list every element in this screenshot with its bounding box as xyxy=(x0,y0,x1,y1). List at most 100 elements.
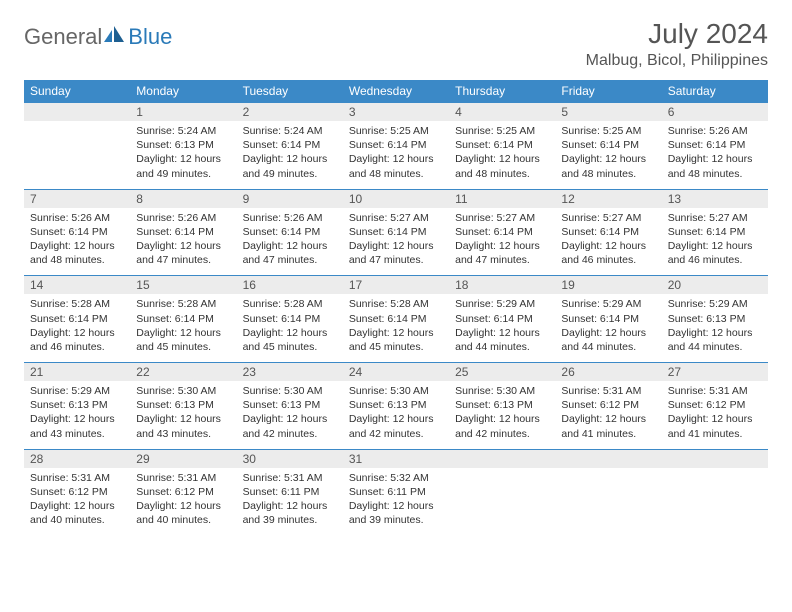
calendar-cell: 3Sunrise: 5:25 AMSunset: 6:14 PMDaylight… xyxy=(343,103,449,190)
weekday-thursday: Thursday xyxy=(449,80,555,103)
calendar-cell: 9Sunrise: 5:26 AMSunset: 6:14 PMDaylight… xyxy=(237,189,343,276)
calendar-cell: 8Sunrise: 5:26 AMSunset: 6:14 PMDaylight… xyxy=(130,189,236,276)
day-details: Sunrise: 5:30 AMSunset: 6:13 PMDaylight:… xyxy=(449,381,555,449)
weekday-saturday: Saturday xyxy=(662,80,768,103)
day-number: 1 xyxy=(130,103,236,121)
day-number: 18 xyxy=(449,276,555,294)
day-number: 10 xyxy=(343,190,449,208)
table-row: 1Sunrise: 5:24 AMSunset: 6:13 PMDaylight… xyxy=(24,103,768,190)
day-details: Sunrise: 5:24 AMSunset: 6:14 PMDaylight:… xyxy=(237,121,343,189)
day-number: 11 xyxy=(449,190,555,208)
day-number: 14 xyxy=(24,276,130,294)
day-number: 30 xyxy=(237,450,343,468)
weekday-wednesday: Wednesday xyxy=(343,80,449,103)
day-number: 7 xyxy=(24,190,130,208)
day-details: Sunrise: 5:25 AMSunset: 6:14 PMDaylight:… xyxy=(343,121,449,189)
weekday-friday: Friday xyxy=(555,80,661,103)
calendar-cell: 26Sunrise: 5:31 AMSunset: 6:12 PMDayligh… xyxy=(555,363,661,450)
table-row: 7Sunrise: 5:26 AMSunset: 6:14 PMDaylight… xyxy=(24,189,768,276)
sails-icon xyxy=(104,26,126,49)
day-details: Sunrise: 5:29 AMSunset: 6:13 PMDaylight:… xyxy=(662,294,768,362)
calendar-cell xyxy=(555,449,661,535)
day-number: 13 xyxy=(662,190,768,208)
empty-day xyxy=(24,103,130,121)
day-details: Sunrise: 5:29 AMSunset: 6:13 PMDaylight:… xyxy=(24,381,130,449)
day-details: Sunrise: 5:25 AMSunset: 6:14 PMDaylight:… xyxy=(449,121,555,189)
calendar-cell: 15Sunrise: 5:28 AMSunset: 6:14 PMDayligh… xyxy=(130,276,236,363)
day-details: Sunrise: 5:28 AMSunset: 6:14 PMDaylight:… xyxy=(130,294,236,362)
logo-word2: Blue xyxy=(128,24,172,49)
day-number: 17 xyxy=(343,276,449,294)
day-number: 26 xyxy=(555,363,661,381)
header: General Blue July 2024 Malbug, Bicol, Ph… xyxy=(24,18,768,70)
calendar-cell: 4Sunrise: 5:25 AMSunset: 6:14 PMDaylight… xyxy=(449,103,555,190)
calendar-cell: 31Sunrise: 5:32 AMSunset: 6:11 PMDayligh… xyxy=(343,449,449,535)
calendar-cell: 28Sunrise: 5:31 AMSunset: 6:12 PMDayligh… xyxy=(24,449,130,535)
day-details: Sunrise: 5:28 AMSunset: 6:14 PMDaylight:… xyxy=(237,294,343,362)
day-details: Sunrise: 5:31 AMSunset: 6:11 PMDaylight:… xyxy=(237,468,343,536)
calendar-cell: 10Sunrise: 5:27 AMSunset: 6:14 PMDayligh… xyxy=(343,189,449,276)
day-details: Sunrise: 5:27 AMSunset: 6:14 PMDaylight:… xyxy=(662,208,768,276)
calendar-cell: 13Sunrise: 5:27 AMSunset: 6:14 PMDayligh… xyxy=(662,189,768,276)
empty-day xyxy=(449,450,555,468)
day-details: Sunrise: 5:27 AMSunset: 6:14 PMDaylight:… xyxy=(343,208,449,276)
logo: General Blue xyxy=(24,18,172,50)
calendar-cell: 6Sunrise: 5:26 AMSunset: 6:14 PMDaylight… xyxy=(662,103,768,190)
day-details: Sunrise: 5:31 AMSunset: 6:12 PMDaylight:… xyxy=(130,468,236,536)
weekday-monday: Monday xyxy=(130,80,236,103)
day-number: 20 xyxy=(662,276,768,294)
calendar-cell xyxy=(662,449,768,535)
day-number: 9 xyxy=(237,190,343,208)
calendar-cell: 23Sunrise: 5:30 AMSunset: 6:13 PMDayligh… xyxy=(237,363,343,450)
calendar-cell: 17Sunrise: 5:28 AMSunset: 6:14 PMDayligh… xyxy=(343,276,449,363)
day-number: 24 xyxy=(343,363,449,381)
title-block: July 2024 Malbug, Bicol, Philippines xyxy=(586,18,768,70)
table-row: 14Sunrise: 5:28 AMSunset: 6:14 PMDayligh… xyxy=(24,276,768,363)
day-number: 25 xyxy=(449,363,555,381)
day-number: 2 xyxy=(237,103,343,121)
day-number: 21 xyxy=(24,363,130,381)
day-details: Sunrise: 5:24 AMSunset: 6:13 PMDaylight:… xyxy=(130,121,236,189)
weekday-tuesday: Tuesday xyxy=(237,80,343,103)
day-details: Sunrise: 5:31 AMSunset: 6:12 PMDaylight:… xyxy=(555,381,661,449)
day-details: Sunrise: 5:27 AMSunset: 6:14 PMDaylight:… xyxy=(449,208,555,276)
weekday-header-row: SundayMondayTuesdayWednesdayThursdayFrid… xyxy=(24,80,768,103)
day-details: Sunrise: 5:30 AMSunset: 6:13 PMDaylight:… xyxy=(130,381,236,449)
day-details: Sunrise: 5:26 AMSunset: 6:14 PMDaylight:… xyxy=(130,208,236,276)
day-number: 3 xyxy=(343,103,449,121)
day-details: Sunrise: 5:30 AMSunset: 6:13 PMDaylight:… xyxy=(237,381,343,449)
calendar-cell: 29Sunrise: 5:31 AMSunset: 6:12 PMDayligh… xyxy=(130,449,236,535)
day-details: Sunrise: 5:31 AMSunset: 6:12 PMDaylight:… xyxy=(662,381,768,449)
day-number: 16 xyxy=(237,276,343,294)
calendar-cell: 30Sunrise: 5:31 AMSunset: 6:11 PMDayligh… xyxy=(237,449,343,535)
day-details: Sunrise: 5:26 AMSunset: 6:14 PMDaylight:… xyxy=(662,121,768,189)
day-number: 15 xyxy=(130,276,236,294)
calendar-cell: 12Sunrise: 5:27 AMSunset: 6:14 PMDayligh… xyxy=(555,189,661,276)
day-details: Sunrise: 5:26 AMSunset: 6:14 PMDaylight:… xyxy=(237,208,343,276)
day-number: 23 xyxy=(237,363,343,381)
day-details: Sunrise: 5:28 AMSunset: 6:14 PMDaylight:… xyxy=(24,294,130,362)
day-details: Sunrise: 5:29 AMSunset: 6:14 PMDaylight:… xyxy=(555,294,661,362)
calendar-cell: 5Sunrise: 5:25 AMSunset: 6:14 PMDaylight… xyxy=(555,103,661,190)
calendar-cell: 24Sunrise: 5:30 AMSunset: 6:13 PMDayligh… xyxy=(343,363,449,450)
table-row: 21Sunrise: 5:29 AMSunset: 6:13 PMDayligh… xyxy=(24,363,768,450)
calendar-cell: 2Sunrise: 5:24 AMSunset: 6:14 PMDaylight… xyxy=(237,103,343,190)
calendar-cell: 19Sunrise: 5:29 AMSunset: 6:14 PMDayligh… xyxy=(555,276,661,363)
calendar-cell: 11Sunrise: 5:27 AMSunset: 6:14 PMDayligh… xyxy=(449,189,555,276)
calendar-cell: 22Sunrise: 5:30 AMSunset: 6:13 PMDayligh… xyxy=(130,363,236,450)
day-details: Sunrise: 5:32 AMSunset: 6:11 PMDaylight:… xyxy=(343,468,449,536)
calendar-cell: 1Sunrise: 5:24 AMSunset: 6:13 PMDaylight… xyxy=(130,103,236,190)
empty-day xyxy=(555,450,661,468)
day-details: Sunrise: 5:30 AMSunset: 6:13 PMDaylight:… xyxy=(343,381,449,449)
day-details: Sunrise: 5:26 AMSunset: 6:14 PMDaylight:… xyxy=(24,208,130,276)
day-number: 22 xyxy=(130,363,236,381)
calendar-cell: 16Sunrise: 5:28 AMSunset: 6:14 PMDayligh… xyxy=(237,276,343,363)
calendar-cell: 20Sunrise: 5:29 AMSunset: 6:13 PMDayligh… xyxy=(662,276,768,363)
day-number: 6 xyxy=(662,103,768,121)
calendar-cell xyxy=(24,103,130,190)
day-number: 12 xyxy=(555,190,661,208)
calendar-cell: 18Sunrise: 5:29 AMSunset: 6:14 PMDayligh… xyxy=(449,276,555,363)
calendar-cell: 7Sunrise: 5:26 AMSunset: 6:14 PMDaylight… xyxy=(24,189,130,276)
location-text: Malbug, Bicol, Philippines xyxy=(586,52,768,70)
calendar-cell xyxy=(449,449,555,535)
